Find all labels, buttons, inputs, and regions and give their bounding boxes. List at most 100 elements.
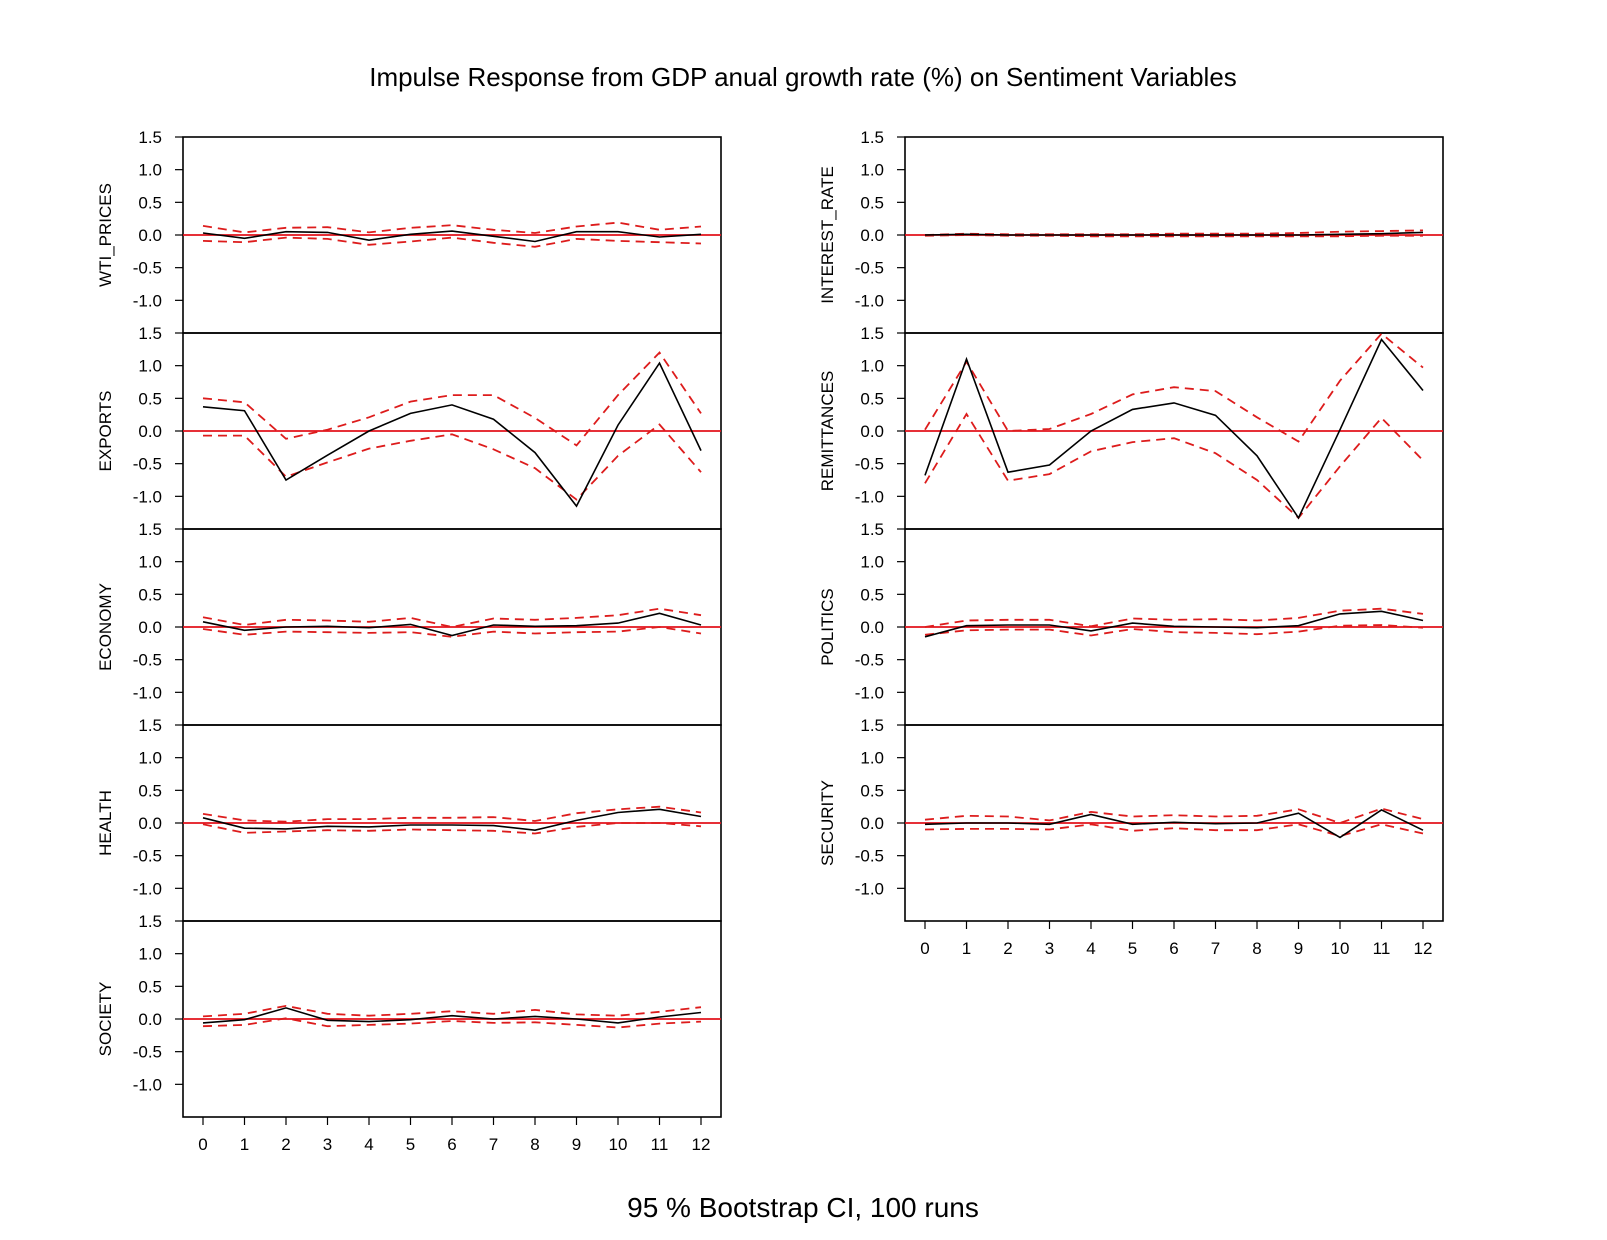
y-tick-label: -1.0 (133, 879, 162, 898)
y-tick-label: 0.5 (138, 977, 162, 996)
x-tick-label: 4 (364, 1135, 373, 1154)
y-tick-label: 1.5 (138, 520, 162, 539)
y-axis-label: REMITTANCES (818, 371, 837, 492)
ci-upper-line (924, 332, 1424, 443)
y-tick-label: -0.5 (855, 847, 884, 866)
x-tick-label: 9 (1294, 939, 1303, 958)
ci-lower-line (202, 822, 702, 835)
y-tick-label: -1.0 (133, 487, 162, 506)
panels-group: -1.0 -0.5 0.0 0.5 1.0 1.5 WTI_PRICES -1.0 -0.5 0.… (96, 128, 1444, 1154)
panel-health: -1.0 -0.5 0.0 0.5 1.0 1.5 HEALTH (96, 716, 722, 922)
y-tick-label: -1.0 (855, 879, 884, 898)
x-tick-label: 7 (1211, 939, 1220, 958)
y-tick-label: 0.5 (860, 193, 884, 212)
panel-remittances: -1.0 -0.5 0.0 0.5 1.0 1.5 REMITTANCES (818, 324, 1444, 530)
y-tick-label: 0.0 (138, 226, 162, 245)
ci-lower-line (202, 236, 702, 248)
y-tick-label: 0.0 (138, 1010, 162, 1029)
y-tick-label: -1.0 (133, 1075, 162, 1094)
y-tick-label: -0.5 (133, 651, 162, 670)
y-tick-label: -0.5 (133, 455, 162, 474)
x-tick-label: 5 (406, 1135, 415, 1154)
irf-line (202, 1007, 702, 1024)
y-tick-label: 1.5 (860, 716, 884, 735)
x-tick-label: 6 (1169, 939, 1178, 958)
x-tick-label: 8 (1252, 939, 1261, 958)
y-tick-label: 0.5 (138, 389, 162, 408)
irf-line (202, 361, 702, 508)
panel-politics: -1.0 -0.5 0.0 0.5 1.0 1.5 POLITICS (818, 520, 1444, 726)
y-tick-label: 1.5 (860, 520, 884, 539)
x-tick-label: 7 (489, 1135, 498, 1154)
ci-upper-line (924, 607, 1424, 628)
irf-line (924, 610, 1424, 638)
x-tick-label: 12 (692, 1135, 711, 1154)
y-axis-label: INTEREST_RATE (818, 166, 837, 304)
ci-upper-line (202, 351, 702, 447)
y-tick-label: -1.0 (855, 291, 884, 310)
x-tick-label: 2 (1003, 939, 1012, 958)
panel-exports: -1.0 -0.5 0.0 0.5 1.0 1.5 EXPORTS (96, 324, 722, 530)
y-tick-label: -0.5 (855, 455, 884, 474)
ci-upper-line (202, 805, 702, 823)
irf-line (202, 612, 702, 637)
x-tick-label: 8 (530, 1135, 539, 1154)
y-axis-label: HEALTH (96, 790, 115, 856)
y-tick-label: 1.0 (860, 161, 884, 180)
y-tick-label: 0.5 (860, 781, 884, 800)
x-tick-label: 10 (1331, 939, 1350, 958)
irf-line (924, 231, 1424, 236)
ci-upper-line (202, 221, 702, 234)
y-tick-label: 1.5 (138, 912, 162, 931)
y-axis-label: SECURITY (818, 780, 837, 866)
y-tick-label: 0.5 (138, 781, 162, 800)
y-axis-label: POLITICS (818, 588, 837, 665)
x-tick-label: 6 (447, 1135, 456, 1154)
x-tick-label: 1 (240, 1135, 249, 1154)
x-tick-label: 12 (1414, 939, 1433, 958)
y-tick-label: 0.0 (138, 618, 162, 637)
x-tick-label: 0 (920, 939, 929, 958)
ci-upper-line (202, 1004, 702, 1018)
ci-upper-line (202, 607, 702, 628)
y-tick-label: 1.0 (138, 945, 162, 964)
y-axis-label: WTI_PRICES (96, 183, 115, 287)
y-tick-label: 1.0 (860, 553, 884, 572)
y-tick-label: 0.5 (138, 193, 162, 212)
y-tick-label: 1.0 (138, 749, 162, 768)
y-tick-label: 0.0 (138, 814, 162, 833)
y-tick-label: -1.0 (133, 683, 162, 702)
ci-lower-line (924, 823, 1424, 838)
y-tick-label: 0.5 (860, 389, 884, 408)
y-tick-label: 0.0 (860, 226, 884, 245)
y-tick-label: -0.5 (133, 259, 162, 278)
y-tick-label: 0.0 (860, 618, 884, 637)
y-tick-label: -0.5 (855, 651, 884, 670)
y-tick-label: 0.0 (138, 422, 162, 441)
y-tick-label: 0.0 (860, 422, 884, 441)
y-tick-label: -1.0 (855, 683, 884, 702)
irf-line (202, 808, 702, 832)
ci-lower-line (924, 624, 1424, 637)
y-tick-label: 0.5 (138, 585, 162, 604)
y-tick-label: 0.0 (860, 814, 884, 833)
x-tick-label: 4 (1086, 939, 1095, 958)
y-axis-label: ECONOMY (96, 583, 115, 671)
ci-lower-line (924, 412, 1424, 520)
y-tick-label: 1.5 (138, 324, 162, 343)
ci-lower-line (202, 1017, 702, 1029)
x-tick-label: 3 (1045, 939, 1054, 958)
chart-title: Impulse Response from GDP anual growth r… (369, 62, 1237, 92)
panel-interest-rate: -1.0 -0.5 0.0 0.5 1.0 1.5 INTEREST_RATE (818, 128, 1444, 334)
panel-wti-prices: -1.0 -0.5 0.0 0.5 1.0 1.5 WTI_PRICES (96, 128, 722, 334)
ci-upper-line (924, 807, 1424, 824)
y-tick-label: -0.5 (133, 1043, 162, 1062)
ci-lower-line (202, 626, 702, 638)
y-tick-label: 1.0 (860, 749, 884, 768)
y-tick-label: -0.5 (133, 847, 162, 866)
y-tick-label: 1.5 (138, 128, 162, 147)
x-tick-label: 2 (281, 1135, 290, 1154)
x-tick-label: 10 (609, 1135, 628, 1154)
